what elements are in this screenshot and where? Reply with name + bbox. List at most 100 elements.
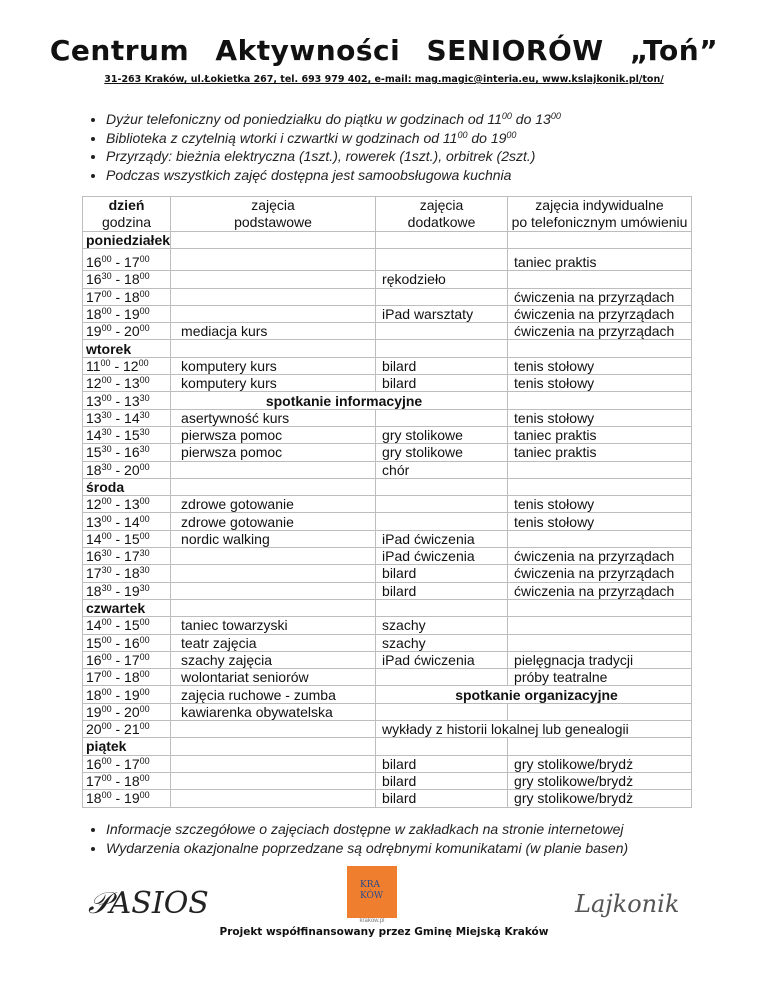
table-row: 1630 - 1800 rękodzieło — [81, 270, 692, 289]
superscript-minutes: 00 — [139, 790, 150, 801]
table-row: 1530 - 1630 pierwsza pomoc gry stolikowe ta… — [81, 443, 692, 462]
basic-cell — [170, 720, 377, 739]
time-cell: 1200 - 1300 — [81, 495, 172, 514]
individual-cell — [507, 616, 692, 635]
extra-cell: bilard — [375, 581, 509, 600]
extra-cell — [375, 408, 509, 427]
extra-cell: iPad ćwiczenia — [375, 529, 509, 549]
superscript-minutes: 00 — [139, 513, 150, 524]
table-row: 1400 - 1500 taniec towarzyski szachy — [81, 616, 692, 635]
basic-cell: komputery kurs — [170, 356, 377, 376]
individual-cell: gry stolikowe/brydż — [507, 789, 692, 808]
extra-cell — [375, 287, 509, 306]
superscript-minutes: 30 — [101, 271, 112, 282]
time-cell: 1630 - 1730 — [81, 547, 172, 566]
basic-cell: zdrowe gotowanie — [170, 512, 377, 531]
individual-cell: ćwiczenia na przyrządach — [507, 322, 692, 341]
individual-cell: ćwiczenia na przyrządach — [507, 304, 692, 324]
individual-cell: próby teatralne — [507, 668, 692, 687]
table-row: 1200 - 1300 zdrowe gotowanie tenis stołowy — [81, 495, 692, 514]
basic-cell — [170, 270, 377, 289]
schedule-table: dzień godzina zajęcia podstawowe zajęcia doda… — [81, 196, 692, 808]
table-row: 1800 - 1900 iPad warsztaty ćwiczenia na pr… — [81, 304, 692, 324]
superscript-minutes: 00 — [139, 530, 150, 541]
superscript-minutes: 30 — [139, 548, 150, 559]
table-row: 1730 - 1830 bilard ćwiczenia na przyrządac… — [81, 564, 692, 583]
empty-cell — [507, 598, 692, 618]
time-cell: 1730 - 1830 — [81, 564, 172, 583]
individual-cell: ćwiczenia na przyrządach — [507, 564, 692, 583]
individual-cell: tenis stołowy — [507, 408, 692, 427]
superscript-minutes: 00 — [101, 288, 112, 299]
basic-cell — [170, 564, 377, 583]
superscript-minutes: 00 — [139, 306, 150, 317]
krakow-logo-text: KRA — [360, 880, 380, 890]
time-cell: 1100 - 1200 — [81, 356, 172, 376]
basic-cell: nordic walking — [170, 529, 377, 549]
table-row: 1600 - 1700 bilard gry stolikowe/brydż — [81, 754, 692, 773]
individual-cell: taniec praktis — [507, 443, 692, 462]
superscript-minutes: 00 — [101, 323, 112, 334]
empty-cell — [375, 230, 509, 250]
superscript-minutes: 00 — [101, 306, 112, 317]
basic-cell — [170, 287, 377, 306]
superscript-minutes: 00 — [506, 129, 517, 140]
contact-address: 31-263 Kraków, ul.Łokietka 267, tel. 693… — [104, 74, 664, 85]
superscript-minutes: 00 — [101, 513, 112, 524]
day-label: poniedziałek — [81, 230, 172, 250]
extra-cell — [375, 322, 509, 341]
superscript-minutes: 00 — [101, 634, 112, 645]
superscript-minutes: 00 — [139, 271, 150, 282]
note-item: Informacje szczegółowe o zajęciach dostę… — [106, 820, 628, 839]
note-item: Biblioteka z czytelnią wtorki i czwartki… — [106, 129, 561, 148]
extra-cell — [375, 702, 509, 722]
basic-cell: pierwsza pomoc — [170, 443, 377, 462]
day-row: poniedziałek — [81, 230, 692, 250]
joint-activity-cell: spotkanie organizacyjne — [375, 685, 692, 704]
lajkonik-logo: Lajkonik — [575, 890, 680, 918]
extra-cell — [375, 512, 509, 531]
extra-cell: bilard — [375, 356, 509, 376]
table-row: 1830 - 2000 chór — [81, 460, 692, 479]
superscript-minutes: 00 — [101, 721, 112, 732]
table-row: 1600 - 1700 szachy zajęcia iPad ćwiczenia p… — [81, 650, 692, 670]
krakow-logo: KRA KÓW — [347, 866, 397, 918]
superscript-minutes: 30 — [101, 582, 112, 593]
table-row: 1800 - 1900 zajęcia ruchowe - zumba spotka… — [81, 685, 692, 704]
extra-cell: iPad ćwiczenia — [375, 547, 509, 566]
superscript-minutes: 00 — [101, 790, 112, 801]
empty-cell — [170, 339, 377, 358]
superscript-minutes: 00 — [139, 721, 150, 732]
time-cell: 1600 - 1700 — [81, 650, 172, 670]
time-cell: 1630 - 1800 — [81, 270, 172, 289]
extra-cell: iPad warsztaty — [375, 304, 509, 324]
basic-cell: taniec towarzyski — [170, 616, 377, 635]
extra-cell: bilard — [375, 564, 509, 583]
time-cell: 1800 - 1900 — [81, 304, 172, 324]
individual-cell — [507, 460, 692, 479]
individual-cell: ćwiczenia na przyrządach — [507, 547, 692, 566]
superscript-minutes: 00 — [139, 254, 150, 265]
extra-cell: chór — [375, 460, 509, 479]
basic-cell — [170, 304, 377, 324]
empty-cell — [170, 477, 377, 497]
empty-cell — [375, 737, 509, 756]
time-cell: 1900 - 2000 — [81, 322, 172, 341]
empty-cell — [170, 737, 377, 756]
table-row: 2000 - 2100 wykłady z historii lokalnej l… — [81, 720, 692, 739]
superscript-minutes: 00 — [101, 496, 112, 507]
basic-cell: szachy zajęcia — [170, 650, 377, 670]
basic-cell: pierwsza pomoc — [170, 425, 377, 445]
superscript-minutes: 00 — [139, 496, 150, 507]
superscript-minutes: 30 — [139, 409, 150, 420]
empty-cell — [170, 598, 377, 618]
superscript-minutes: 00 — [101, 686, 112, 697]
superscript-minutes: 30 — [139, 582, 150, 593]
header-line2: dodatkowe — [407, 214, 476, 230]
note-item: Podczas wszystkich zajęć dostępna jest s… — [106, 166, 561, 185]
superscript-minutes: 00 — [101, 651, 112, 662]
extra-cell: bilard — [375, 374, 509, 393]
joint-activity-cell: wykłady z historii lokalnej lub genealog… — [375, 720, 692, 739]
individual-cell — [507, 270, 692, 289]
bottom-notes-list: Informacje szczegółowe o zajęciach dostę… — [84, 820, 628, 857]
